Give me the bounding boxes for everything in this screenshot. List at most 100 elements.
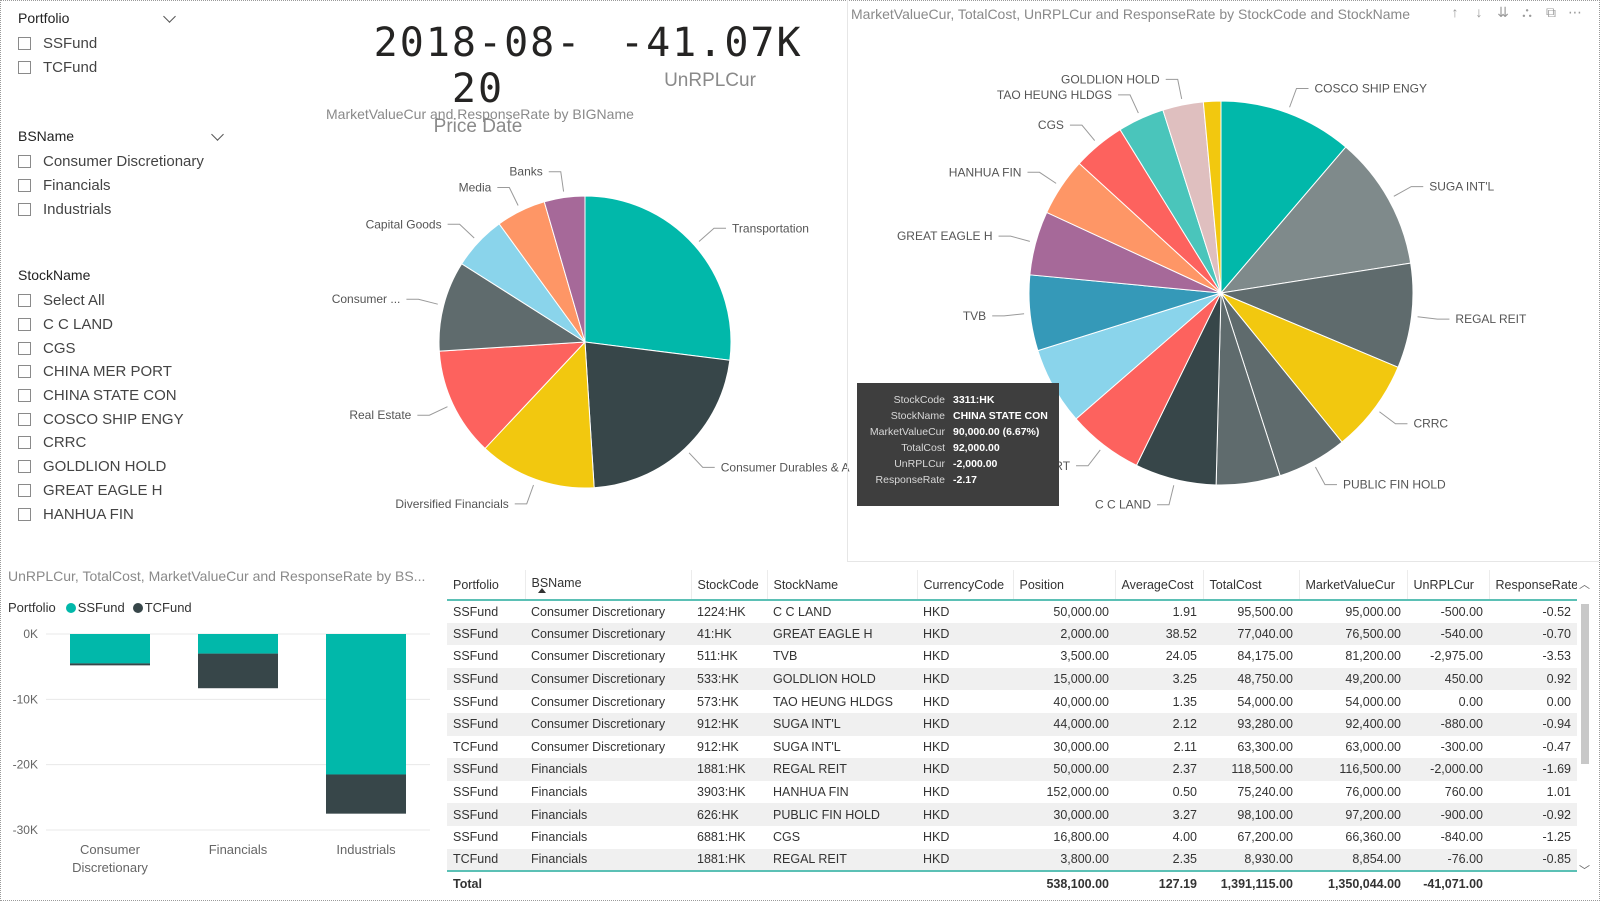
stockname-option-china-mer-port[interactable]: CHINA MER PORT: [18, 360, 278, 384]
stockname-option-c-c-land[interactable]: C C LAND: [18, 313, 278, 337]
checkbox-icon[interactable]: [18, 202, 31, 216]
stockname-option-cgs[interactable]: CGS: [18, 336, 278, 360]
hierarchy-icon[interactable]: ⛬: [1522, 4, 1532, 20]
checkbox-icon[interactable]: [18, 412, 31, 426]
bsname-slicer-header[interactable]: BSName: [18, 126, 226, 146]
drill-down-icon[interactable]: ↓: [1475, 4, 1483, 20]
table-row[interactable]: TCFund Consumer Discretionary 912:HK SUGA I…: [447, 736, 1577, 759]
pie-slice-banks[interactable]: [543, 195, 586, 343]
checkbox-icon[interactable]: [18, 155, 31, 169]
drill-up-icon[interactable]: ↑: [1451, 4, 1459, 20]
checkbox-icon[interactable]: [18, 294, 31, 308]
checkbox-icon[interactable]: [18, 460, 31, 474]
chevron-down-icon[interactable]: [163, 9, 176, 23]
portfolio-option-ssfund[interactable]: SSFund: [18, 32, 178, 56]
pie-slice-consumer-durables-appa[interactable]: [584, 341, 731, 489]
checkbox-icon[interactable]: [18, 179, 31, 193]
scroll-down-icon[interactable]: ﹀: [1579, 865, 1590, 877]
checkbox-icon[interactable]: [18, 37, 31, 51]
legend-item-ssfund[interactable]: SSFund: [65, 600, 125, 615]
bar-tcfund-consumer-discretionary[interactable]: [70, 663, 150, 666]
table-row[interactable]: SSFund Financials 1881:HK REGAL REIT HKD 50,0…: [447, 758, 1577, 781]
table-row[interactable]: SSFund Consumer Discretionary 533:HK GOLDLI…: [447, 667, 1577, 691]
column-header-responserate[interactable]: ResponseRate: [1489, 570, 1577, 601]
portfolio-option-tcfund[interactable]: TCFund: [18, 56, 178, 80]
chevron-down-icon[interactable]: [211, 127, 224, 141]
bsname-option-industrials[interactable]: Industrials: [18, 197, 226, 221]
bsname-option-financials[interactable]: Financials: [18, 174, 226, 198]
cell-averagecost: 38.52: [1115, 622, 1203, 646]
stockname-option-cosco-ship-engy[interactable]: COSCO SHIP ENGY: [18, 407, 278, 431]
stockname-option-select-all[interactable]: Select All: [18, 289, 278, 313]
column-header-currencycode[interactable]: CurrencyCode: [917, 570, 1014, 601]
stockname-option-hanhua-fin[interactable]: HANHUA FIN: [18, 502, 278, 526]
pie-stock-chart[interactable]: COSCO SHIP ENGY SUGA INT'L REGAL REIT CRRC P…: [850, 40, 1590, 540]
checkbox-icon[interactable]: [18, 318, 31, 332]
tooltip-value: 3311:HK: [953, 394, 995, 406]
pie-slice-consumer[interactable]: [438, 263, 587, 352]
table-row[interactable]: SSFund Consumer Discretionary 912:HK SUGA I…: [447, 712, 1577, 736]
table-row[interactable]: SSFund Consumer Discretionary 41:HK GREAT E…: [447, 622, 1577, 646]
bsname-option-consumer-discretionary[interactable]: Consumer Discretionary: [18, 150, 226, 174]
column-header-stockcode[interactable]: StockCode: [691, 570, 768, 601]
pie-bigname-chart[interactable]: Transportation Consumer Durables & Appa..…: [320, 130, 850, 510]
checkbox-icon[interactable]: [18, 341, 31, 355]
table-row[interactable]: SSFund Consumer Discretionary 1224:HK C C L…: [447, 600, 1577, 623]
checkbox-icon[interactable]: [18, 436, 31, 450]
column-header-totalcost[interactable]: TotalCost: [1203, 570, 1300, 601]
checkbox-icon[interactable]: [18, 389, 31, 403]
leader-line: [447, 223, 475, 239]
tooltip-row: UnRPLCur -2,000.00: [865, 456, 1051, 472]
cell-position: 30,000.00: [1013, 803, 1115, 826]
checkbox-icon[interactable]: [18, 61, 31, 75]
stockname-option-great-eagle-h[interactable]: GREAT EAGLE H: [18, 479, 278, 503]
checkbox-icon[interactable]: [18, 507, 31, 521]
column-header-portfolio[interactable]: Portfolio: [447, 570, 526, 601]
column-header-unrplcur[interactable]: UnRPLCur: [1407, 570, 1490, 601]
bar-tcfund-financials[interactable]: [198, 653, 278, 689]
bar-ssfund-financials[interactable]: [198, 634, 278, 654]
pie-slice-crrc[interactable]: [1220, 292, 1399, 443]
focus-mode-icon[interactable]: ⧉: [1546, 4, 1556, 20]
pie-slice-other-15[interactable]: [1202, 100, 1222, 294]
table-row[interactable]: SSFund Financials 6881:HK CGS HKD 16,800.00 4.…: [447, 826, 1577, 849]
column-header-position[interactable]: Position: [1013, 570, 1116, 601]
cell-responserate: -1.69: [1489, 758, 1577, 781]
bar-ssfund-industrials[interactable]: [326, 634, 406, 775]
pie-slice-suga-int-l[interactable]: [1219, 146, 1412, 294]
table-row[interactable]: SSFund Consumer Discretionary 511:HK TVB HKD…: [447, 645, 1577, 668]
slice-label: SUGA INT'L: [1429, 180, 1494, 194]
bar-chart[interactable]: 0K -10K -20K -30K Consumer Discretionary Finan…: [0, 618, 440, 888]
pie-slice-real-estate[interactable]: [438, 341, 587, 450]
more-options-icon[interactable]: ⋯: [1568, 4, 1582, 20]
legend-item-tcfund[interactable]: TCFund: [132, 600, 192, 615]
scroll-thumb[interactable]: [1581, 604, 1589, 764]
bar-tcfund-industrials[interactable]: [326, 774, 406, 814]
pie-slice-cosco-ship-engy[interactable]: [1220, 100, 1347, 295]
checkbox-icon[interactable]: [18, 483, 31, 497]
column-header-averagecost[interactable]: AverageCost: [1115, 570, 1204, 601]
stockname-option-china-state-con[interactable]: CHINA STATE CON: [18, 384, 278, 408]
checkbox-icon[interactable]: [18, 365, 31, 379]
table-row[interactable]: SSFund Financials 3903:HK HANHUA FIN HKD 152,…: [447, 781, 1577, 804]
pie-slice-transportation[interactable]: [584, 195, 732, 361]
cell-stockname: TAO HEUNG HLDGS: [773, 694, 893, 709]
stockname-option-crrc[interactable]: CRRC: [18, 431, 278, 455]
total-cell: 1,391,115.00: [1203, 870, 1299, 892]
column-header-bsname[interactable]: BSName: [525, 570, 692, 601]
bar-ssfund-consumer-discretionary[interactable]: [70, 634, 150, 664]
portfolio-slicer-header[interactable]: Portfolio: [18, 8, 178, 28]
scroll-up-icon[interactable]: ︿: [1579, 579, 1590, 591]
table-scrollbar[interactable]: ︿ ﹀: [1578, 576, 1592, 877]
expand-next-level-icon[interactable]: ⇊: [1497, 4, 1509, 20]
pie-slice-regal-reit[interactable]: [1219, 262, 1414, 368]
column-header-marketvaluecur[interactable]: MarketValueCur: [1299, 570, 1408, 601]
table-row[interactable]: SSFund Financials 626:HK PUBLIC FIN HOLD HKD…: [447, 803, 1577, 826]
sort-ascending-icon[interactable]: [537, 588, 546, 593]
pie-slice-diversified-financials[interactable]: [484, 340, 595, 489]
table-row[interactable]: SSFund Consumer Discretionary 573:HK TAO HE…: [447, 690, 1577, 713]
stockname-slicer-title: StockName: [18, 267, 91, 283]
stockname-option-goldlion-hold[interactable]: GOLDLION HOLD: [18, 455, 278, 479]
table-row[interactable]: TCFund Financials 1881:HK REGAL REIT HKD 3,80…: [447, 848, 1577, 872]
column-header-stockname[interactable]: StockName: [767, 570, 918, 601]
